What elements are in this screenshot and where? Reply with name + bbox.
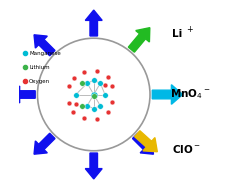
FancyArrow shape [85,10,102,36]
FancyArrow shape [34,35,55,56]
Text: ClO$^-$: ClO$^-$ [172,143,200,155]
FancyArrow shape [85,153,102,179]
Text: Oxygen: Oxygen [29,79,50,84]
FancyArrow shape [34,133,55,154]
FancyArrow shape [152,85,183,104]
Text: +: + [186,25,192,34]
Text: Li: Li [172,29,182,40]
FancyArrow shape [128,28,150,52]
Circle shape [37,38,150,151]
FancyArrow shape [133,133,153,154]
FancyArrow shape [135,131,157,152]
Text: Lithium: Lithium [29,65,50,70]
FancyArrow shape [9,86,35,103]
Text: Manganese: Manganese [29,51,61,56]
Text: MnO$_4$$^-$: MnO$_4$$^-$ [170,88,211,101]
